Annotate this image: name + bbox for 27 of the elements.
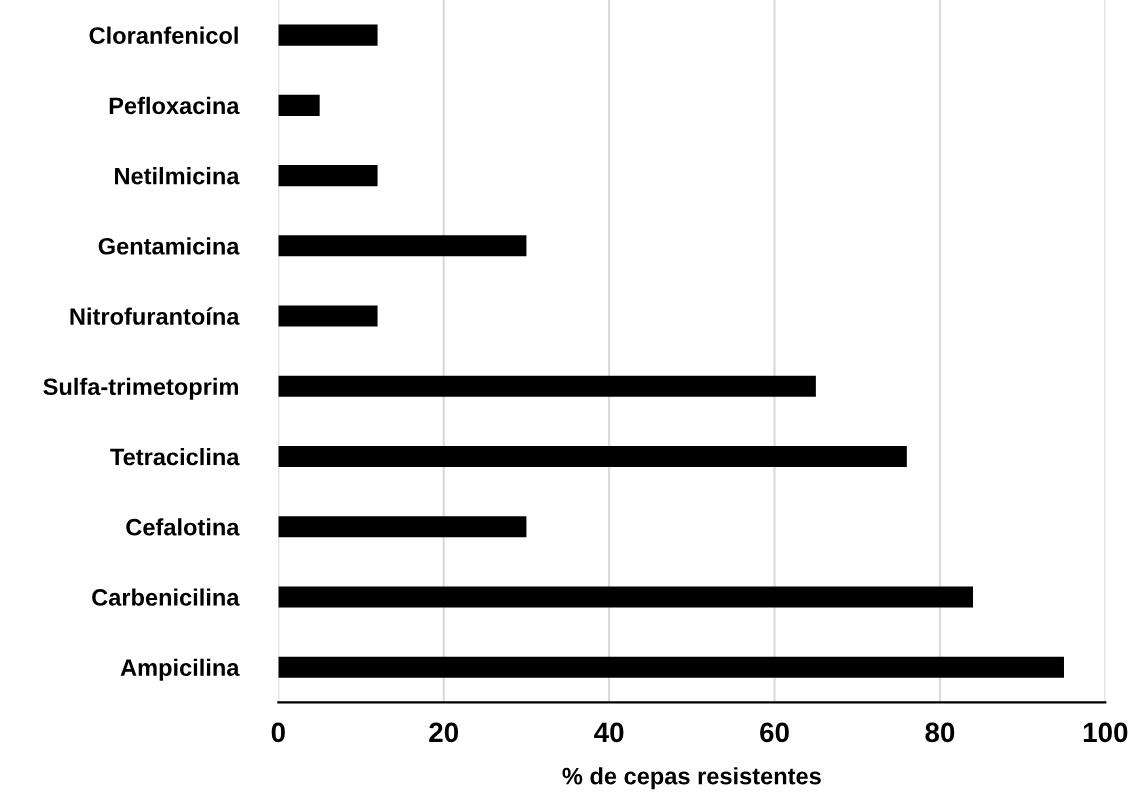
y-tick-label: Pefloxacina	[109, 96, 240, 115]
y-tick-label: Netilmicina	[115, 167, 240, 185]
x-tick-label: 20	[429, 722, 459, 743]
y-tick-label: Sulfa-trimetoprim	[43, 377, 238, 400]
y-tick-label: Cefalotina	[126, 518, 240, 536]
y-tick-label: Gentamicina	[98, 237, 240, 255]
bar	[278, 446, 907, 468]
bar	[278, 235, 527, 257]
x-tick-label: 60	[760, 722, 789, 743]
y-tick-label: Ampicilina	[120, 658, 240, 681]
x-tick-label: 100	[1083, 722, 1128, 743]
bar	[278, 656, 1064, 678]
x-axis-title: % de cepas resistentes	[562, 767, 821, 790]
x-tick-label: 40	[594, 722, 624, 743]
y-tick-label: Carbenicilina	[92, 588, 240, 606]
bar	[278, 305, 378, 327]
bar	[278, 94, 320, 116]
bar	[278, 165, 378, 187]
bar	[278, 375, 816, 397]
bar	[278, 24, 378, 46]
bar	[278, 516, 527, 538]
bar	[278, 586, 974, 608]
y-tick-label: Tetraciclina	[110, 447, 240, 466]
x-tick-label: 80	[925, 722, 955, 743]
y-tick-label: Cloranfenicol	[89, 26, 238, 44]
y-tick-label: Nitrofurantoína	[70, 307, 240, 325]
x-tick-label: 0	[271, 722, 285, 743]
